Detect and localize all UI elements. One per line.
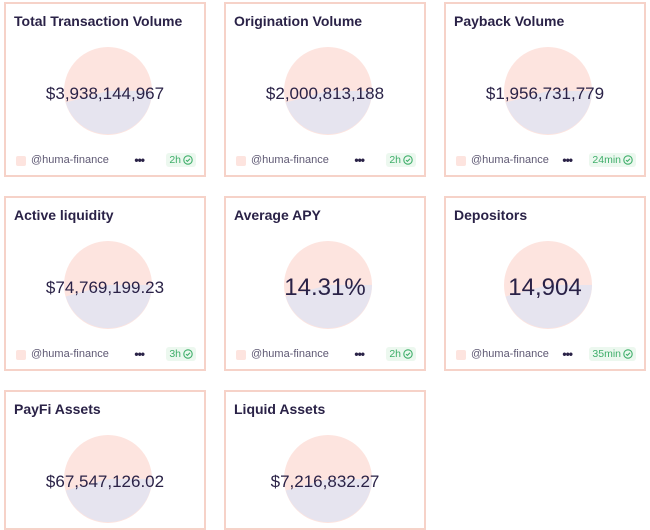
freshness-badge: 2h xyxy=(166,153,196,167)
freshness-badge: 2h xyxy=(386,347,416,361)
card-total-transaction-volume[interactable]: Total Transaction Volume $3,938,144,967 … xyxy=(4,2,206,177)
card-depositors[interactable]: Depositors 14,904 @huma-finance ••• 35mi… xyxy=(444,196,646,371)
freshness-label: 35min xyxy=(592,348,621,360)
check-circle-icon xyxy=(623,349,633,359)
freshness-badge: 35min xyxy=(589,347,636,361)
pie-chart xyxy=(64,47,152,135)
freshness-badge: 24min xyxy=(589,153,636,167)
card-footer: @huma-finance ••• 3h xyxy=(16,347,196,363)
metric-value: $74,769,199.23 xyxy=(45,278,165,297)
check-circle-icon xyxy=(183,349,193,359)
pie-chart xyxy=(64,435,152,523)
creator-handle[interactable]: @huma-finance xyxy=(471,154,549,166)
pie-chart xyxy=(504,241,592,329)
pie-chart xyxy=(284,241,372,329)
card-footer: @huma-finance ••• 2h xyxy=(236,347,416,363)
creator-handle[interactable]: @huma-finance xyxy=(31,348,109,360)
freshness-label: 2h xyxy=(389,348,401,360)
ellipsis-icon[interactable]: ••• xyxy=(354,153,365,167)
metric-value: 14.31% xyxy=(284,274,366,301)
avatar xyxy=(456,156,466,166)
card-title: Average APY xyxy=(234,207,321,223)
creator-handle[interactable]: @huma-finance xyxy=(251,348,329,360)
card-title: Payback Volume xyxy=(454,13,565,29)
metric-value: $7,216,832.27 xyxy=(270,472,380,491)
card-title: PayFi Assets xyxy=(14,401,101,417)
pie-chart xyxy=(64,241,152,329)
card-title: Depositors xyxy=(454,207,528,223)
check-circle-icon xyxy=(403,155,413,165)
metric-value: $2,000,813,188 xyxy=(265,84,385,103)
ellipsis-icon[interactable]: ••• xyxy=(134,153,145,167)
freshness-badge: 3h xyxy=(166,347,196,361)
card-footer: @huma-finance ••• 24min xyxy=(456,153,636,169)
card-active-liquidity[interactable]: Active liquidity $74,769,199.23 @huma-fi… xyxy=(4,196,206,371)
metric-value: 14,904 xyxy=(508,274,582,301)
card-footer: @huma-finance ••• 2h xyxy=(16,153,196,169)
card-payback-volume[interactable]: Payback Volume $1,956,731,779 @huma-fina… xyxy=(444,2,646,177)
ellipsis-icon[interactable]: ••• xyxy=(354,347,365,361)
avatar xyxy=(456,350,466,360)
card-footer: @huma-finance ••• 35min xyxy=(456,347,636,363)
creator-handle[interactable]: @huma-finance xyxy=(31,154,109,166)
creator-handle[interactable]: @huma-finance xyxy=(471,348,549,360)
creator-handle[interactable]: @huma-finance xyxy=(251,154,329,166)
avatar xyxy=(16,156,26,166)
check-circle-icon xyxy=(623,155,633,165)
card-title: Total Transaction Volume xyxy=(14,13,183,29)
card-payfi-assets[interactable]: PayFi Assets $67,547,126.02 xyxy=(4,390,206,530)
freshness-label: 24min xyxy=(592,154,621,166)
ellipsis-icon[interactable]: ••• xyxy=(562,153,573,167)
freshness-label: 2h xyxy=(169,154,181,166)
card-title: Liquid Assets xyxy=(234,401,326,417)
check-circle-icon xyxy=(183,155,193,165)
card-title: Active liquidity xyxy=(14,207,114,223)
card-title: Origination Volume xyxy=(234,13,363,29)
pie-chart xyxy=(284,47,372,135)
avatar xyxy=(236,350,246,360)
pie-chart xyxy=(284,435,372,523)
avatar xyxy=(236,156,246,166)
metric-value: $3,938,144,967 xyxy=(45,84,165,103)
metric-value: $67,547,126.02 xyxy=(45,472,165,491)
ellipsis-icon[interactable]: ••• xyxy=(134,347,145,361)
freshness-label: 3h xyxy=(169,348,181,360)
metric-value: $1,956,731,779 xyxy=(485,84,605,103)
freshness-badge: 2h xyxy=(386,153,416,167)
card-footer: @huma-finance ••• 2h xyxy=(236,153,416,169)
card-origination-volume[interactable]: Origination Volume $2,000,813,188 @huma-… xyxy=(224,2,426,177)
freshness-label: 2h xyxy=(389,154,401,166)
pie-chart xyxy=(504,47,592,135)
check-circle-icon xyxy=(403,349,413,359)
ellipsis-icon[interactable]: ••• xyxy=(562,347,573,361)
card-liquid-assets[interactable]: Liquid Assets $7,216,832.27 xyxy=(224,390,426,530)
card-average-apy[interactable]: Average APY 14.31% @huma-finance ••• 2h xyxy=(224,196,426,371)
avatar xyxy=(16,350,26,360)
